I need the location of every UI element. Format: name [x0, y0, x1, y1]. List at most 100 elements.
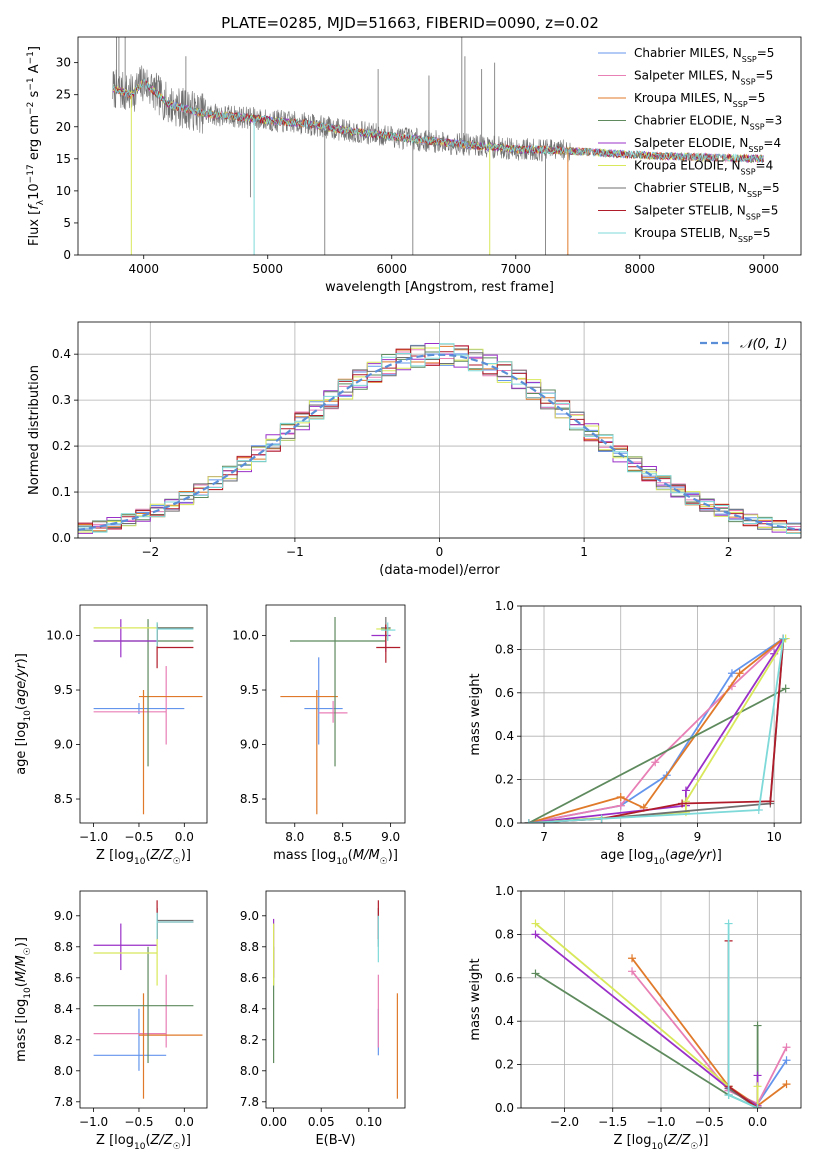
residual-legend: 𝒩(0, 1)	[700, 337, 787, 352]
series-marker	[678, 799, 687, 808]
x-axis-label: (data-model)/error	[379, 563, 500, 578]
legend-text: Chabrier MILES, N	[634, 46, 742, 60]
label-part: M	[14, 955, 29, 966]
label-part: f	[27, 203, 42, 210]
label-part: M/	[14, 965, 29, 982]
label-part: log	[14, 722, 29, 742]
label-part: mass weight	[468, 958, 483, 1040]
x-tick-label: −1.0	[79, 830, 108, 844]
label-part: )]	[712, 848, 722, 863]
x-tick-label: −2	[141, 545, 159, 559]
x-tick-label: 9.0	[381, 830, 400, 844]
legend-entry: Salpeter STELIB, NSSP=5	[634, 204, 778, 222]
series-marker	[782, 1056, 791, 1065]
error-point-chabrier-elodie	[93, 946, 194, 1064]
label-part: log	[634, 848, 654, 863]
label-part: −17	[26, 164, 36, 183]
x-tick-label: 8000	[625, 262, 656, 276]
y-tick-label: 0.2	[495, 773, 514, 787]
plot-area-age_vs_mass	[280, 616, 401, 815]
axes-frame	[265, 604, 406, 824]
label-part: (	[665, 848, 670, 863]
error-point-salpeter-elodie	[93, 923, 158, 971]
label-part: Z [	[614, 1133, 632, 1148]
legend-text: Kroupa ELODIE, N	[634, 159, 741, 173]
series-line	[528, 687, 787, 823]
error-point-kroupa-elodie	[93, 622, 194, 647]
y-axis-label: Flux [fλ10−17 erg cm−2 s−1 A−1]	[26, 46, 46, 246]
legend-sub: SSP	[742, 55, 757, 64]
series-line	[528, 637, 785, 823]
label-part: )]	[181, 848, 191, 863]
legend-sub: SSP	[741, 77, 756, 86]
series-marker	[628, 967, 637, 976]
y-axis-label: mass weight	[468, 673, 483, 755]
x-tick-label: 5000	[252, 262, 283, 276]
x-tick-label: −2.0	[550, 1115, 579, 1129]
x-tick-label: −1.0	[79, 1115, 108, 1129]
x-tick-label: 0.10	[355, 1115, 382, 1129]
label-part: Normed distribution	[27, 365, 42, 495]
legend-entry: Chabrier STELIB, NSSP=5	[634, 181, 780, 199]
label-part: 10	[23, 987, 33, 999]
series-line	[528, 638, 785, 823]
y-tick-label: 8.2	[54, 1033, 73, 1047]
y-tick-label: 20	[56, 120, 71, 134]
legend-entry: 𝒩(0, 1)	[740, 337, 787, 352]
y-tick-label: 8.6	[54, 971, 73, 985]
series-marker	[782, 1080, 791, 1089]
y-tick-label: 10.0	[232, 629, 259, 643]
label-part: (	[663, 1133, 668, 1148]
label-part: log	[114, 848, 134, 863]
x-tick-label: −0.5	[124, 1115, 153, 1129]
histogram-kroupa-stelib	[78, 343, 801, 534]
label-part: A	[27, 64, 42, 77]
label-part: (	[348, 848, 353, 863]
series-line	[528, 637, 784, 823]
y-tick-label: 0.4	[52, 347, 71, 361]
cumulative-series-kroupa-stelib	[724, 919, 762, 1108]
label-part: 10	[134, 857, 146, 867]
legend-entry: Kroupa MILES, NSSP=5	[634, 91, 765, 109]
series-marker	[753, 1021, 762, 1030]
legend-suffix: =3	[765, 114, 783, 128]
x-axis-label: Z [log10(Z/Z☉)]	[96, 848, 191, 867]
error-point-chabrier-stelib	[156, 908, 194, 940]
label-part: 10	[336, 857, 348, 867]
label-part: Z/	[150, 1133, 166, 1148]
label-part: s	[27, 90, 42, 101]
panel-residuals: −2 −1 0 1 2 0.0 0.1 0.2 0.3 0.4 (data-model)/error…	[27, 321, 802, 578]
legend-sub: SSP	[748, 145, 763, 154]
label-part: M	[368, 848, 379, 863]
legend-sub: SSP	[741, 167, 756, 176]
series-marker	[524, 819, 533, 823]
label-part: (	[14, 982, 29, 987]
label-part: Z [	[96, 1133, 114, 1148]
y-tick-label: 9.0	[240, 909, 259, 923]
label-part: 10	[651, 1142, 663, 1152]
error-point-kroupa-stelib	[156, 912, 194, 940]
series-marker	[597, 814, 606, 823]
y-tick-label: 9.0	[54, 738, 73, 752]
x-tick-label: 0.05	[308, 1115, 335, 1129]
label-part: )]	[698, 1133, 708, 1148]
label-part: log	[14, 999, 29, 1019]
series-marker	[753, 1104, 762, 1108]
series-marker	[781, 684, 790, 693]
series-marker	[651, 758, 660, 767]
legend-entry: Kroupa ELODIE, NSSP=4	[634, 159, 773, 177]
series-marker	[724, 1090, 733, 1099]
label-part: Z/	[667, 1133, 683, 1148]
y-tick-label: 8.8	[54, 940, 73, 954]
legend-suffix: =5	[761, 204, 779, 218]
y-tick-label: 0.1	[52, 485, 71, 499]
legend-suffix: =4	[763, 136, 781, 150]
label-part: 10	[23, 710, 33, 722]
y-tick-label: 0.2	[52, 439, 71, 453]
y-axis-label: mass [log10(M/M☉)]	[14, 937, 33, 1062]
legend-sub: SSP	[738, 235, 753, 244]
y-tick-label: 0	[63, 248, 71, 262]
label-part: Z	[680, 1133, 691, 1148]
series-marker	[616, 792, 625, 801]
